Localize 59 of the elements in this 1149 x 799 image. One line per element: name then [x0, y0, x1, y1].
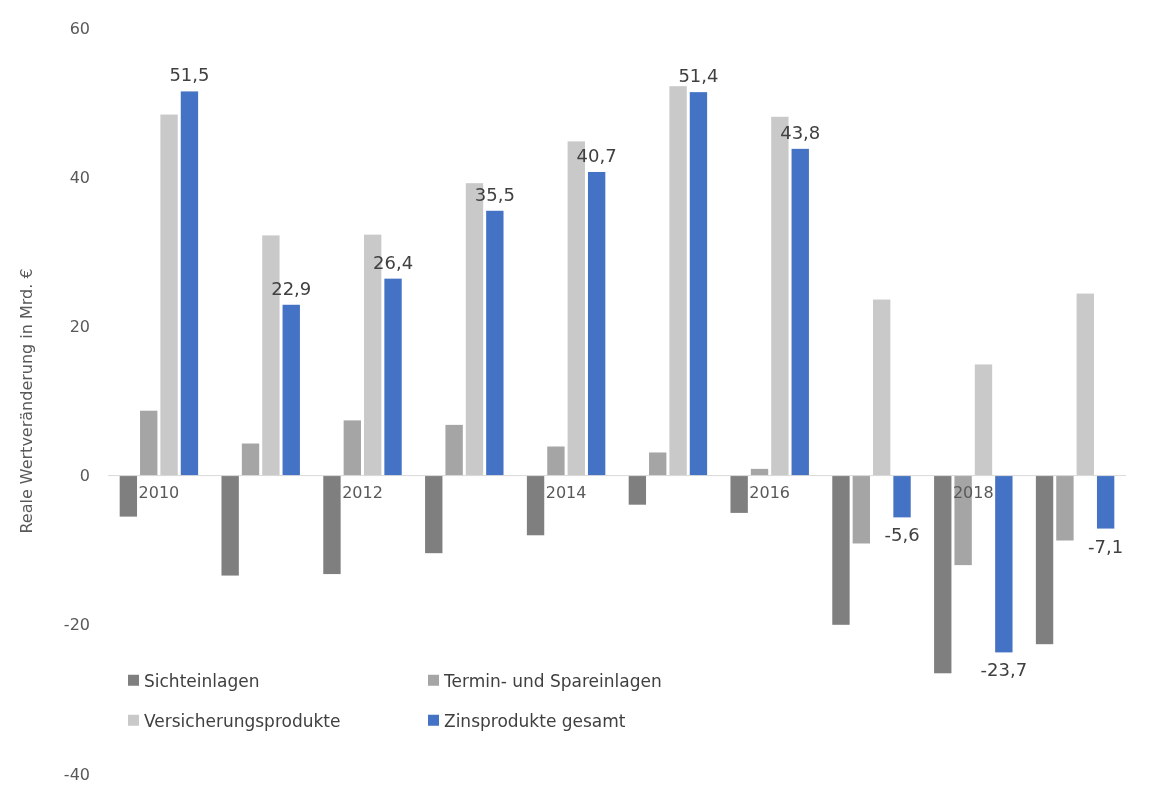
- y-tick-label: 20: [69, 317, 90, 336]
- bar: [1056, 475, 1074, 541]
- bar: [995, 475, 1013, 653]
- x-tick-label: 2010: [138, 482, 180, 502]
- data-label: -23,7: [980, 659, 1028, 681]
- data-label: 40,7: [576, 144, 617, 166]
- legend-label: Sichteinlagen: [144, 670, 260, 691]
- data-label: 51,5: [169, 64, 210, 86]
- data-label: 22,9: [271, 277, 312, 299]
- x-tick-label: 2012: [342, 482, 383, 502]
- bar: [282, 304, 300, 476]
- bar: [445, 424, 463, 476]
- bar: [730, 475, 748, 513]
- bar: [649, 452, 667, 476]
- bar: [241, 443, 260, 476]
- bar: [791, 148, 809, 476]
- bar: [628, 475, 647, 505]
- bar: [486, 210, 504, 476]
- bar: [669, 86, 687, 476]
- data-label: 43,8: [780, 121, 821, 143]
- bar: [974, 364, 993, 476]
- bar: [221, 475, 239, 576]
- bar: [587, 171, 606, 476]
- bar: [180, 91, 199, 476]
- legend-label: Termin- und Spareinlagen: [443, 670, 662, 691]
- bar: [425, 475, 443, 554]
- bar: [1035, 475, 1054, 645]
- bar: [832, 475, 850, 625]
- legend-label: Versicherungsprodukte: [144, 710, 341, 731]
- bar: [526, 475, 545, 536]
- bar: [323, 475, 341, 575]
- bar: [1076, 293, 1094, 476]
- y-tick-label: -20: [63, 615, 90, 635]
- bar: [873, 299, 891, 476]
- legend-label: Zinsprodukte gesamt: [444, 710, 626, 731]
- data-label: -5,6: [884, 524, 920, 546]
- bar: [119, 475, 138, 517]
- bar: [934, 475, 952, 674]
- y-axis-title: Reale Wertveränderung in Mrd. €: [17, 268, 36, 534]
- y-tick-label: 60: [69, 18, 90, 38]
- bar: [343, 420, 361, 476]
- data-label: -7,1: [1088, 535, 1124, 557]
- bar: [689, 92, 708, 476]
- bar: [547, 446, 565, 476]
- bar: [140, 410, 158, 476]
- data-label: 51,4: [678, 65, 719, 87]
- data-label: 35,5: [474, 183, 515, 205]
- bar: [852, 475, 870, 544]
- y-tick-label: 0: [79, 466, 90, 486]
- x-tick-label: 2014: [545, 482, 587, 502]
- bar: [160, 114, 178, 476]
- bar: [1096, 475, 1115, 529]
- y-tick-label: 40: [69, 167, 90, 187]
- data-label: 26,4: [373, 251, 414, 273]
- bar: [893, 475, 911, 518]
- y-tick-label: -40: [63, 764, 90, 784]
- x-tick-label: 2016: [749, 482, 791, 502]
- bar: [384, 278, 402, 476]
- x-tick-label: 2018: [952, 482, 994, 502]
